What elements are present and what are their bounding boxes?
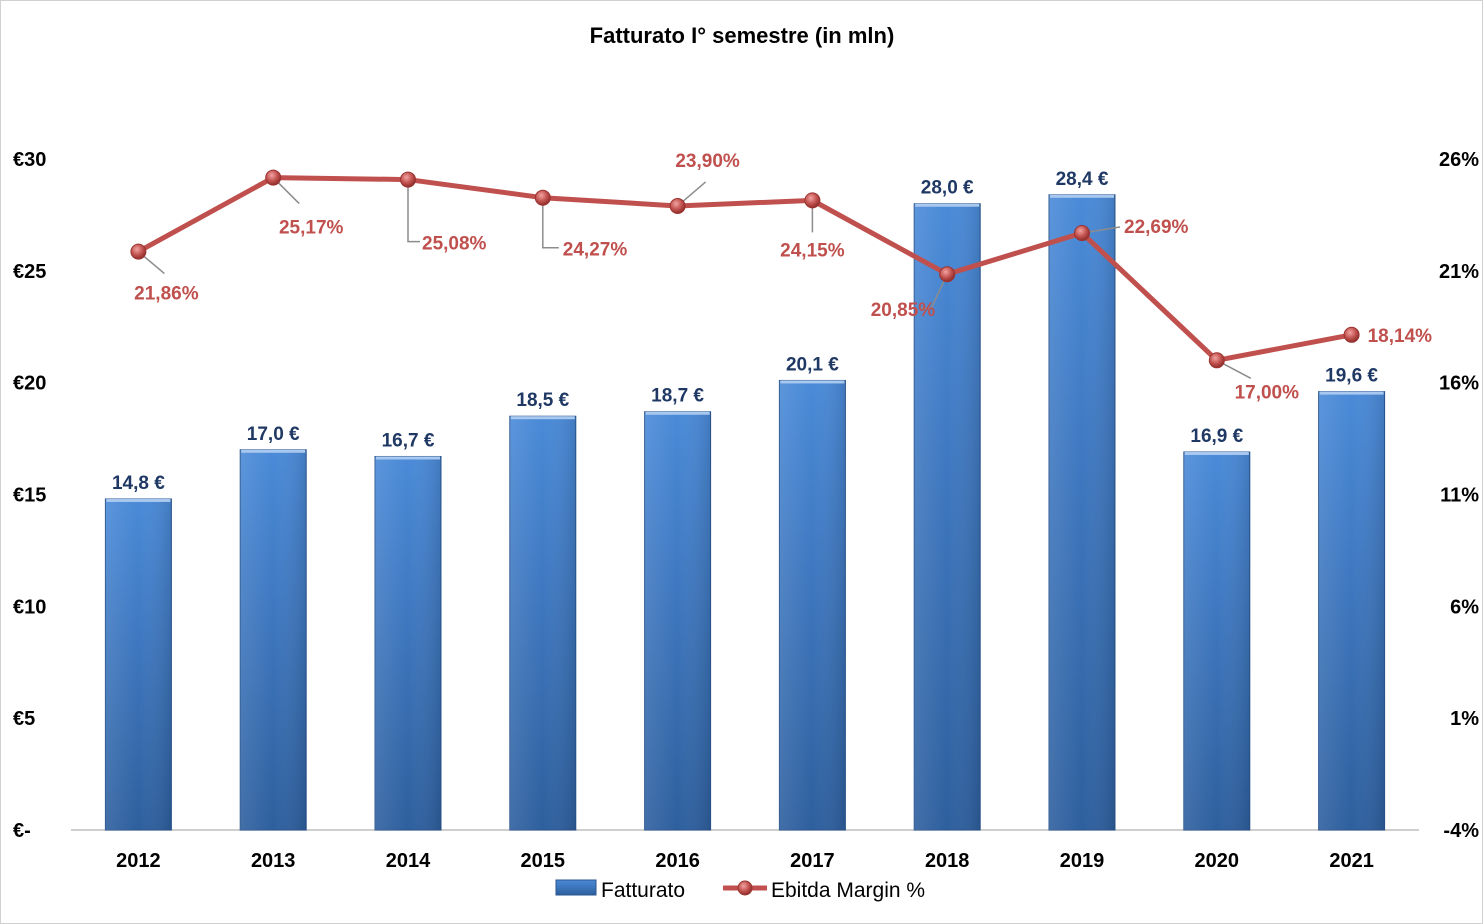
ebitda-point [1074,225,1090,242]
y-right-tick-label: 11% [1440,485,1479,507]
x-tick-label: 2015 [521,850,566,872]
ebitda-line [135,175,1355,363]
legend-swatch-marker [737,880,753,896]
bar-shading [509,416,576,830]
y-right-tick-label: 6% [1450,596,1479,618]
ebitda-data-label: 22,69% [1124,217,1189,238]
x-tick-label: 2013 [251,850,296,872]
bar-top-highlight [241,449,306,453]
bar-top-highlight [1184,452,1249,456]
bar-data-label: 16,9 € [1190,426,1243,447]
bar-top-highlight [376,456,440,460]
bar-top-highlight [510,416,575,420]
ebitda-data-label: 25,08% [422,234,487,255]
y-right-tick-label: 16% [1439,373,1479,395]
x-tick-label: 2019 [1060,850,1105,872]
bar-data-label: 18,5 € [516,390,569,411]
bar-top-highlight [1050,194,1114,198]
y-right-tick-label: 1% [1450,708,1479,730]
ebitda-data-label: 24,27% [563,240,628,261]
bar-shading [1318,391,1385,830]
ebitda-point [939,266,956,283]
bar-shading [644,411,711,830]
bar-data-label: 28,0 € [921,178,974,199]
ebitda-data-label: 17,00% [1235,382,1300,403]
y-left-tick-label: €10 [13,596,46,618]
bar-data-label: 17,0 € [247,424,300,445]
bar-shading [914,203,981,830]
x-tick-label: 2014 [386,850,431,872]
ebitda-point [669,197,686,214]
chart-title: Fatturato I° semestre (in mln) [590,23,895,48]
bar-shading [105,498,172,830]
bar-top-highlight [915,203,980,207]
ebitda-data-label: 20,85% [871,300,936,321]
ebitda-point [265,169,282,186]
x-tick-label: 2018 [925,850,970,872]
bar-top-highlight [106,498,171,502]
bar-shading [375,456,441,830]
bar-data-label: 16,7 € [382,430,435,451]
ebitda-point [1208,352,1225,369]
legend-swatch-fatturato [555,879,597,896]
y-left-tick-label: €30 [13,149,46,171]
y-left-tick-label: €20 [13,373,46,395]
bar-shading [1183,452,1250,830]
legend-label-ebitda: Ebitda Margin % [771,879,925,902]
x-tick-label: 2016 [655,850,700,872]
y-right-tick-label: -4% [1443,820,1479,842]
bar-data-label: 28,4 € [1056,169,1109,190]
ebitda-point [400,171,416,188]
bar-shading [1049,194,1115,830]
label-leader-line [542,197,559,249]
y-left-tick-label: €- [13,820,31,842]
ebitda-point [804,192,821,209]
x-tick-label: 2020 [1195,850,1240,872]
y-left-tick-label: €5 [13,708,35,730]
bar-top-highlight [780,380,845,384]
x-tick-label: 2012 [116,850,161,872]
legend-label-fatturato: Fatturato [601,879,685,902]
bar-data-label: 19,6 € [1325,366,1378,387]
x-tick-label: 2017 [790,850,835,872]
y-left-tick-label: €25 [13,261,46,283]
ebitda-point [1343,326,1360,343]
y-left-tick-label: €15 [13,485,46,507]
label-leader-line [921,273,948,309]
x-tick-label: 2021 [1329,850,1374,872]
ebitda-data-label: 21,86% [134,284,199,305]
bar-top-highlight [645,411,710,415]
y-right-tick-label: 21% [1439,261,1479,283]
bar-data-label: 18,7 € [651,386,704,407]
ebitda-data-label: 18,14% [1368,326,1433,347]
ebitda-data-label: 24,15% [780,240,845,261]
ebitda-data-label: 23,90% [675,151,740,172]
bar-data-label: 14,8 € [112,473,165,494]
ebitda-data-label: 25,17% [279,218,344,239]
bar-data-label: 20,1 € [786,354,839,375]
bar-shading [779,380,846,830]
bar-top-highlight [1319,391,1384,395]
bar-shading [240,449,307,830]
ebitda-point [130,243,147,260]
ebitda-point [534,189,551,206]
y-right-tick-label: 26% [1439,149,1479,171]
label-leader-line [407,179,420,243]
